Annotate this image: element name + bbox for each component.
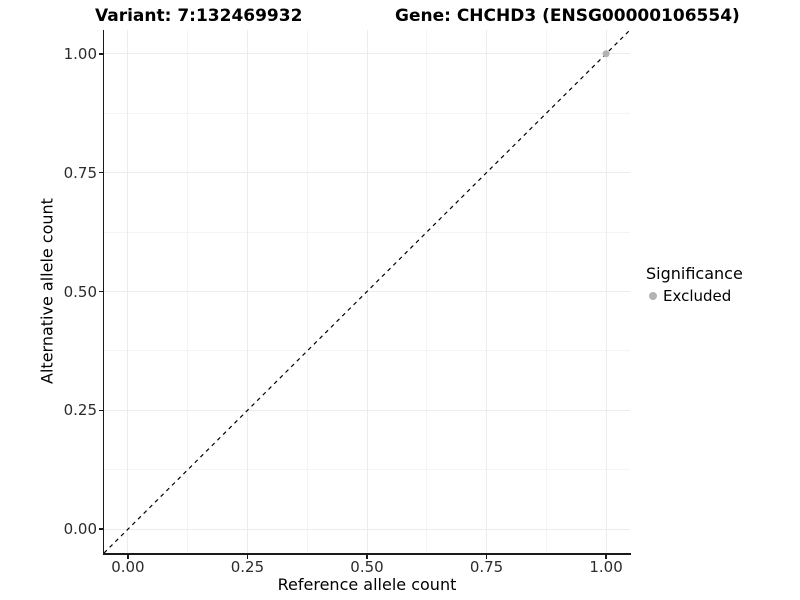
y-tick-label: 0.75 bbox=[63, 163, 97, 182]
x-axis-line bbox=[102, 553, 631, 555]
x-tick-mark bbox=[127, 554, 129, 559]
x-tick-mark bbox=[366, 554, 368, 559]
x-tick-label: 0.50 bbox=[350, 558, 384, 576]
y-axis-line bbox=[102, 30, 104, 555]
panel-overlay bbox=[104, 30, 630, 553]
data-point-excluded bbox=[602, 50, 610, 58]
plot-title-variant: Variant: 7:132469932 bbox=[95, 6, 303, 26]
x-tick-mark bbox=[605, 554, 607, 559]
x-tick-mark bbox=[246, 554, 249, 559]
x-tick-label: 0.75 bbox=[469, 558, 504, 576]
x-tick-label: 1.00 bbox=[589, 558, 623, 576]
x-axis-title: Reference allele count bbox=[277, 575, 457, 594]
y-tick-label: 0.00 bbox=[63, 520, 97, 539]
y-tick-mark bbox=[98, 171, 103, 174]
y-major-gridline bbox=[104, 409, 630, 411]
plot-panel bbox=[104, 30, 630, 553]
legend: Significance Excluded bbox=[646, 264, 743, 305]
x-tick-label: 0.25 bbox=[230, 558, 265, 576]
plot-title-gene: Gene: CHCHD3 (ENSG00000106554) bbox=[395, 6, 740, 26]
y-tick-label: 0.50 bbox=[63, 282, 97, 301]
legend-point-icon bbox=[649, 292, 657, 300]
y-tick-mark bbox=[98, 409, 103, 412]
x-tick-label: 0.00 bbox=[111, 558, 145, 576]
y-tick-mark bbox=[98, 290, 103, 293]
legend-entry-excluded: Excluded bbox=[646, 287, 743, 305]
legend-entry-label: Excluded bbox=[663, 287, 732, 305]
y-tick-label: 1.00 bbox=[63, 44, 97, 63]
y-major-gridline bbox=[104, 172, 630, 174]
y-major-gridline bbox=[104, 528, 630, 530]
x-tick-mark bbox=[485, 554, 488, 559]
y-tick-mark bbox=[98, 528, 103, 530]
identity-line bbox=[104, 30, 630, 553]
y-tick-mark bbox=[98, 53, 103, 55]
y-tick-label: 0.25 bbox=[63, 401, 97, 420]
legend-title: Significance bbox=[646, 264, 743, 283]
y-major-gridline bbox=[104, 53, 630, 55]
